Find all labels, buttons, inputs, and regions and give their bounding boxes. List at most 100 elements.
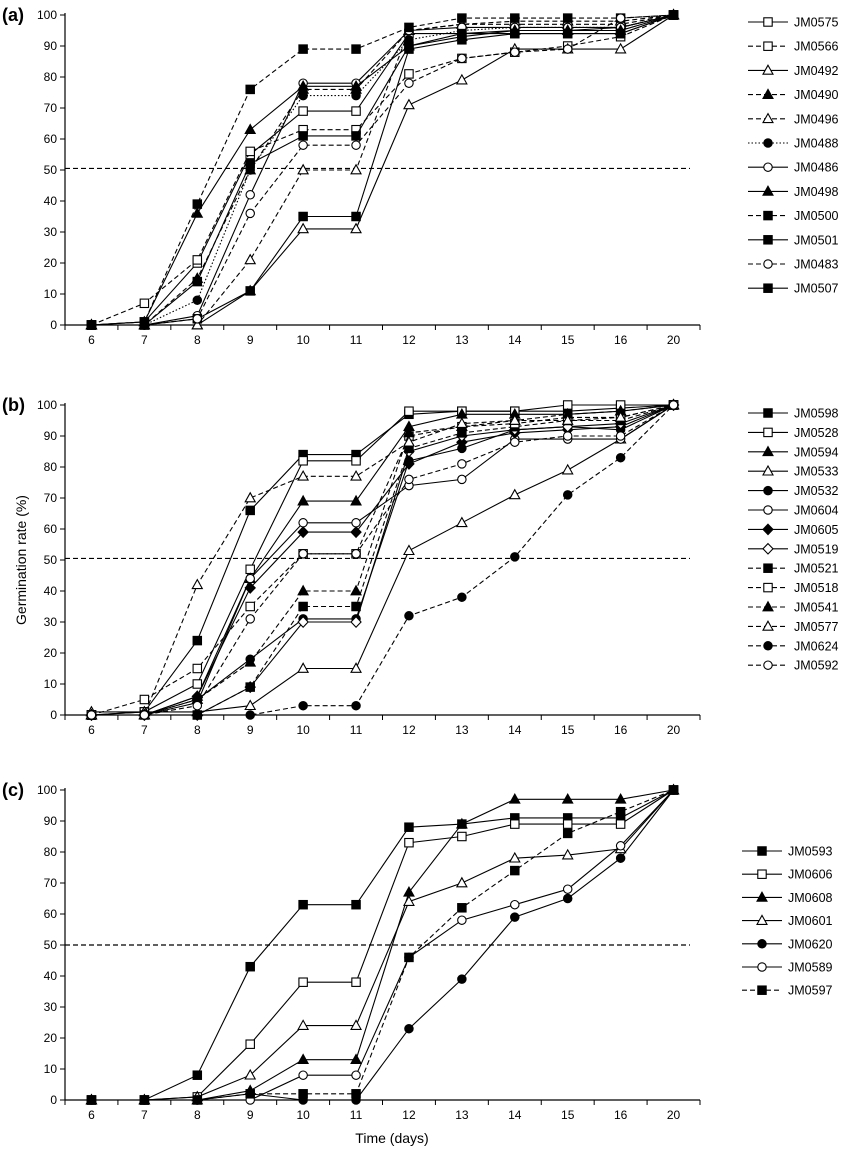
x-tick-label: 20: [667, 1108, 681, 1122]
data-point: [297, 469, 310, 481]
x-tick-label: 10: [296, 333, 310, 347]
legend-marker: [762, 64, 774, 75]
data-point: [298, 140, 308, 150]
x-tick-label: 15: [561, 1108, 575, 1122]
legend-marker: [762, 464, 774, 476]
y-tick-label: 30: [44, 225, 58, 239]
data-point: [245, 208, 255, 219]
y-tick-label: 80: [44, 70, 58, 84]
data-point: [403, 435, 415, 447]
legend-entry: JM0496: [748, 112, 839, 126]
legend-entry: JM0605: [748, 523, 839, 537]
data-point: [350, 163, 362, 175]
series-JM0532: [86, 400, 679, 720]
panel-c: (c) 0 10 20 30 40 50 60 70 80 90 100 6 7 8 9 10 11 12 13 14 1…: [2, 780, 833, 1122]
y-tick-label: 90: [44, 814, 58, 828]
data-point: [351, 106, 361, 116]
series-line: [91, 404, 674, 716]
legend-marker: [763, 162, 773, 172]
legend-marker: [763, 41, 773, 51]
data-point: [668, 10, 679, 20]
data-point: [244, 491, 257, 503]
legend-entry: JM0541: [748, 601, 839, 615]
data-point: [297, 662, 310, 673]
legend-marker: [762, 185, 774, 196]
x-tick-label: 7: [141, 333, 148, 347]
data-point: [192, 663, 203, 674]
data-point: [139, 1095, 150, 1105]
series-JM0575: [86, 10, 679, 330]
data-point: [510, 13, 520, 23]
legend-marker: [757, 985, 767, 995]
data-point: [245, 961, 255, 972]
legend-label: JM0597: [788, 984, 833, 998]
legend-marker: [762, 523, 774, 536]
data-point: [455, 817, 468, 829]
legend-marker: [762, 88, 774, 99]
y-tick-label: 40: [44, 584, 58, 598]
data-point: [351, 601, 361, 612]
legend-label: JM0518: [794, 581, 839, 595]
data-point: [245, 573, 255, 584]
data-point: [404, 837, 414, 848]
y-tick-label: 100: [37, 783, 57, 797]
data-point: [192, 710, 203, 720]
data-point: [192, 700, 203, 711]
data-point: [510, 437, 520, 447]
data-point: [457, 831, 467, 842]
series-JM0608: [85, 783, 680, 1105]
panel-label: (a): [2, 5, 24, 25]
legend-marker: [762, 600, 774, 612]
legend-label: JM0604: [794, 504, 839, 518]
series-JM0519: [85, 399, 680, 721]
data-point: [298, 131, 308, 141]
x-tick-label: 6: [88, 723, 95, 737]
series-line: [91, 404, 674, 716]
data-point: [508, 792, 521, 804]
data-point: [614, 792, 627, 804]
x-tick-label: 9: [247, 333, 254, 347]
y-tick-label: 30: [44, 1000, 58, 1014]
legend-entry: JM0532: [748, 484, 839, 498]
data-point: [615, 28, 626, 39]
x-tick-label: 8: [194, 723, 201, 737]
x-tick-label: 6: [88, 333, 95, 347]
data-point: [562, 819, 573, 829]
y-tick-label: 100: [37, 398, 57, 412]
series-line: [91, 404, 674, 716]
legend-entry: JM0589: [742, 961, 833, 975]
data-point: [615, 13, 626, 23]
data-point: [351, 899, 361, 910]
x-tick-label: 8: [194, 333, 201, 347]
data-point: [245, 159, 255, 169]
x-tick-label: 9: [247, 1108, 254, 1122]
data-point: [457, 459, 467, 469]
data-point: [191, 578, 204, 590]
data-point: [351, 1070, 361, 1080]
data-point: [298, 1089, 308, 1099]
series-line: [91, 14, 674, 326]
series-line: [91, 404, 674, 716]
x-tick-label: 16: [614, 333, 628, 347]
data-point: [298, 44, 308, 54]
data-point: [245, 564, 255, 575]
x-tick-label: 14: [508, 723, 522, 737]
legend-entry: JM0488: [748, 137, 839, 151]
data-point: [139, 694, 150, 705]
data-point: [404, 611, 414, 621]
legend-marker: [762, 620, 774, 631]
x-tick-label: 12: [402, 333, 416, 347]
x-tick-label: 10: [296, 723, 310, 737]
y-tick-label: 70: [44, 491, 58, 505]
data-point: [668, 785, 679, 795]
y-tick-label: 60: [44, 132, 58, 146]
data-point: [244, 699, 257, 711]
legend-marker: [763, 235, 773, 245]
x-tick-label: 14: [508, 333, 522, 347]
series-line: [91, 404, 674, 716]
series-JM0598: [86, 400, 679, 720]
series-line: [91, 14, 674, 326]
data-point: [404, 41, 414, 51]
legend-entry: JM0598: [748, 407, 839, 421]
legend-entry: JM0601: [742, 914, 833, 928]
